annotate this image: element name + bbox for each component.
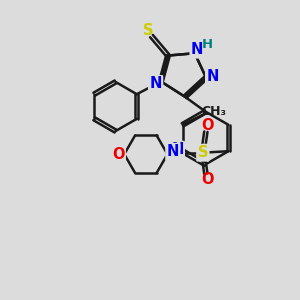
Text: S: S	[198, 145, 208, 160]
Text: CH₃: CH₃	[201, 105, 226, 119]
Text: N: N	[171, 142, 184, 157]
Text: N: N	[167, 144, 179, 159]
Text: N: N	[149, 76, 162, 92]
Text: N: N	[206, 69, 219, 84]
Text: N: N	[191, 42, 203, 57]
Text: H: H	[202, 38, 213, 51]
Text: O: O	[201, 118, 214, 133]
Text: O: O	[201, 172, 214, 187]
Text: O: O	[112, 147, 124, 162]
Text: S: S	[143, 23, 154, 38]
